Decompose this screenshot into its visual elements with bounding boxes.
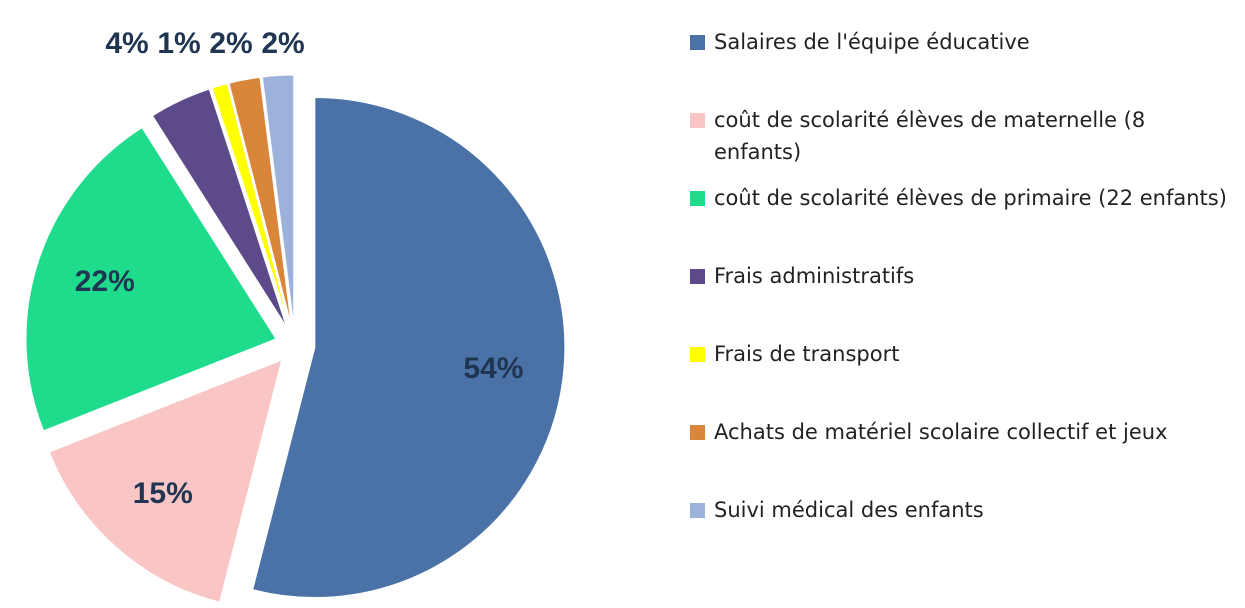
legend-label: coût de scolarité élèves de primaire (22…: [714, 186, 1227, 210]
legend-item: Frais de transport: [690, 338, 1230, 370]
legend-item: coût de scolarité élèves de primaire (22…: [690, 182, 1230, 214]
legend-item: coût de scolarité élèves de maternelle (…: [690, 104, 1230, 168]
legend-label: Frais administratifs: [714, 264, 915, 288]
pie-slice: [48, 359, 283, 603]
legend-label: Frais de transport: [714, 342, 900, 366]
legend-item: Suivi médical des enfants: [690, 494, 1230, 526]
data-label: 54%: [463, 352, 523, 385]
pie-slice: [252, 97, 566, 598]
chart: 54% 15% 22% 4% 1% 2% 2%: [25, 27, 566, 603]
legend-item: Achats de matériel scolaire collectif et…: [690, 416, 1230, 448]
legend-item: Frais administratifs: [690, 260, 1230, 292]
legend-label: Salaires de l'équipe éducative: [714, 30, 1030, 54]
legend-swatch: [690, 347, 705, 362]
pie-slice: [151, 88, 287, 328]
pie-slice: [211, 83, 290, 326]
data-label: 4%: [105, 27, 148, 60]
legend-swatch: [690, 503, 705, 518]
legend-label: Achats de matériel scolaire collectif et…: [714, 420, 1168, 444]
data-label: 22%: [75, 265, 135, 298]
legend-item: Salaires de l'équipe éducative: [690, 26, 1230, 58]
legend-swatch: [690, 113, 705, 128]
legend-swatch: [690, 35, 705, 50]
legend-swatch: [690, 191, 705, 206]
pie-slice: [261, 74, 295, 326]
data-label: 2%: [261, 27, 304, 60]
legend-label: coût de scolarité élèves de maternelle (…: [714, 108, 1146, 164]
legend-swatch: [690, 269, 705, 284]
data-label: 2%: [209, 27, 252, 60]
data-label: 1%: [157, 27, 200, 60]
pie-slice: [25, 127, 277, 432]
data-label: 15%: [133, 477, 193, 510]
legend-label: Suivi médical des enfants: [714, 498, 984, 522]
legend-swatch: [690, 425, 705, 440]
pie-slice: [228, 76, 292, 326]
